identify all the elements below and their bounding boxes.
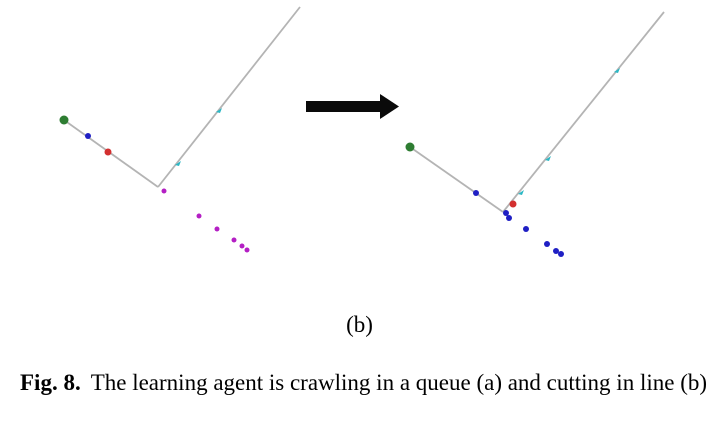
- queue-agent: [506, 215, 512, 221]
- figure-number: Fig. 8.: [20, 370, 81, 395]
- waypoint-marker: [518, 190, 524, 195]
- queue-agent: [239, 243, 245, 249]
- transition-arrow-icon: [306, 94, 399, 119]
- queue-agent: [473, 190, 479, 196]
- waypoint-marker: [614, 68, 620, 73]
- arrow-shaft: [306, 101, 382, 112]
- panel-before: [59, 6, 301, 253]
- lower-road: [409, 146, 504, 213]
- start-agent: [59, 115, 69, 125]
- waypoint-marker: [545, 156, 551, 161]
- learning-agent: [104, 148, 112, 156]
- queue-agent: [161, 188, 167, 194]
- queue-agent: [503, 210, 509, 216]
- queue-agent: [558, 251, 564, 257]
- queue-agent: [523, 226, 529, 232]
- queue-agent: [85, 133, 91, 139]
- subfigure-label: (b): [346, 312, 373, 337]
- arrow-head: [380, 94, 399, 119]
- queue-agent: [231, 237, 237, 243]
- caption-text: The learning agent is crawling in a queu…: [90, 370, 708, 395]
- waypoint-marker: [175, 161, 181, 166]
- waypoint-marker: [216, 108, 222, 113]
- learning-agent: [509, 200, 517, 208]
- queue-agent: [244, 247, 250, 253]
- start-agent: [405, 142, 415, 152]
- figure-caption: Fig. 8. The learning agent is crawling in…: [20, 367, 710, 399]
- upper-road: [157, 6, 301, 188]
- queue-agent: [196, 213, 202, 219]
- upper-road: [502, 11, 665, 213]
- queue-agent: [544, 241, 550, 247]
- crawling-and-cutting-figure: [59, 6, 665, 257]
- queue-agent: [214, 226, 220, 232]
- panel-after: [405, 11, 665, 257]
- queue-agent: [553, 248, 559, 254]
